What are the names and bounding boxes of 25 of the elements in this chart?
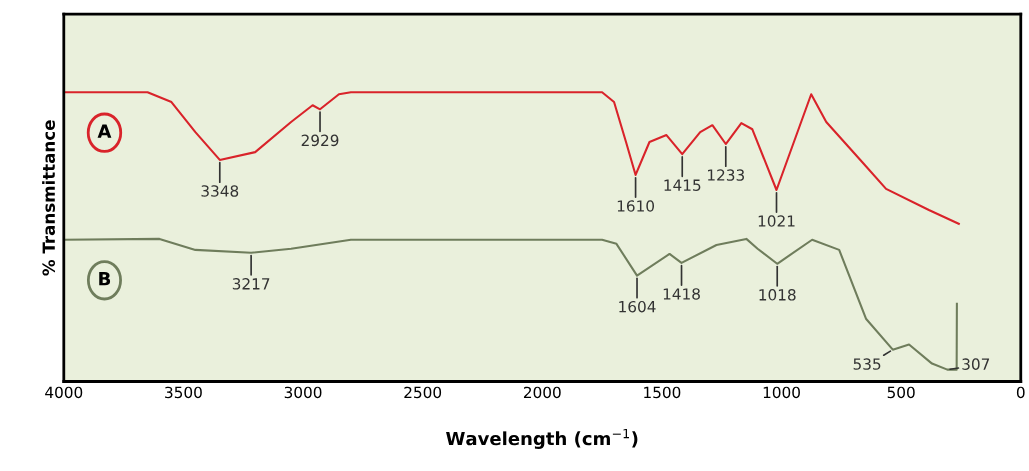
annotation: 1233 [708,169,744,181]
x-tick-label: 2000 [523,386,561,399]
annotation: 1018 [759,289,796,301]
annotation: 3348 [201,185,239,197]
annotation: 1021 [758,215,795,227]
x-tick-label: 2500 [404,386,442,399]
series-label: A [97,124,112,138]
annotation: 1415 [664,179,701,191]
series-label: B [99,272,111,286]
x-tick-label: 1000 [763,386,800,399]
annotation: 1604 [619,300,656,313]
x-tick-label: 3000 [284,386,322,399]
x-tick-label: 0 [1016,386,1025,399]
annotation: 2929 [301,134,339,147]
annotation: 1610 [617,200,655,212]
x-axis-title: Wavelength (cm$^{−1}$) [446,428,638,449]
annotation: 307 [962,358,990,370]
x-tick-label: 1500 [644,386,681,399]
x-tick-label: 3500 [165,386,202,399]
x-tick-label: 4000 [45,386,83,399]
annotation: 1418 [663,288,700,300]
annotation: 535 [853,358,881,370]
annotation: 3217 [232,278,270,290]
x-tick-label: 500 [887,386,915,399]
y-axis-title: % Transmittance [42,120,56,276]
